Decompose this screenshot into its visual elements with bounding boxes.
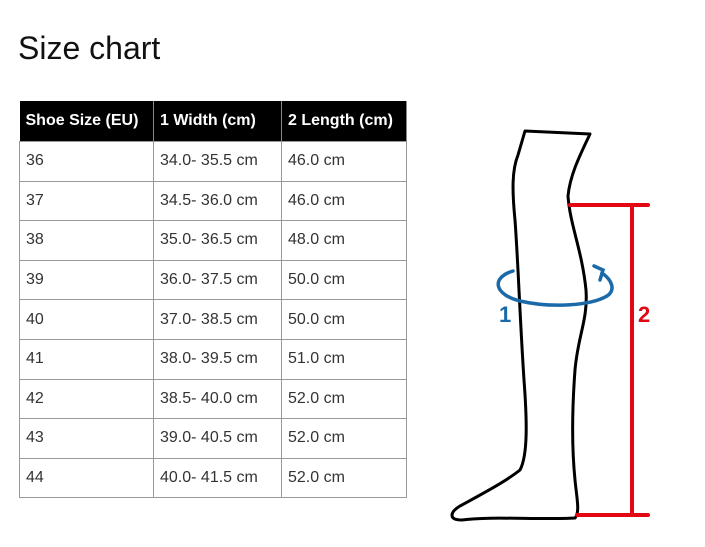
table-row: 39 36.0- 37.5 cm 50.0 cm — [19, 259, 407, 301]
size-table: Shoe Size (EU) 1 Width (cm) 2 Length (cm… — [19, 101, 407, 499]
cell-shoe-size: 44 — [19, 457, 154, 499]
cell-length: 46.0 cm — [281, 141, 407, 182]
cell-length: 48.0 cm — [281, 220, 407, 261]
cell-width: 38.5- 40.0 cm — [153, 378, 282, 420]
cell-shoe-size: 39 — [19, 259, 154, 301]
cell-width: 34.5- 36.0 cm — [153, 180, 282, 222]
table-row: 40 37.0- 38.5 cm 50.0 cm — [19, 299, 407, 340]
cell-shoe-size: 40 — [19, 299, 154, 340]
table-row: 43 39.0- 40.5 cm 52.0 cm — [19, 418, 407, 459]
length-indicator — [568, 203, 650, 517]
cell-width: 34.0- 35.5 cm — [153, 141, 282, 182]
table-row: 41 38.0- 39.5 cm 51.0 cm — [19, 338, 407, 380]
table-row: 37 34.5- 36.0 cm 46.0 cm — [19, 180, 407, 222]
cell-shoe-size: 38 — [19, 220, 154, 261]
cell-shoe-size: 36 — [19, 141, 154, 182]
cell-length: 51.0 cm — [281, 338, 407, 380]
length-label: 2 — [638, 302, 650, 327]
leg-outline — [450, 129, 592, 522]
cell-width: 35.0- 36.5 cm — [153, 220, 282, 261]
table-row: 36 34.0- 35.5 cm 46.0 cm — [19, 141, 407, 182]
table-row: 38 35.0- 36.5 cm 48.0 cm — [19, 220, 407, 261]
cell-shoe-size: 42 — [19, 378, 154, 420]
cell-length: 50.0 cm — [281, 259, 407, 301]
cell-length: 46.0 cm — [281, 180, 407, 222]
header-width: 1 Width (cm) — [153, 101, 282, 142]
arrow-head-icon — [592, 264, 606, 282]
cell-length: 52.0 cm — [281, 418, 407, 459]
cell-width: 37.0- 38.5 cm — [153, 299, 282, 340]
header-length: 2 Length (cm) — [281, 101, 407, 142]
cell-width: 39.0- 40.5 cm — [153, 418, 282, 459]
width-indicator — [496, 264, 614, 307]
table-header-row: Shoe Size (EU) 1 Width (cm) 2 Length (cm… — [19, 101, 407, 142]
width-label: 1 — [499, 302, 511, 327]
page-title: Size chart — [18, 30, 161, 66]
cell-length: 52.0 cm — [281, 457, 407, 499]
header-shoe-size: Shoe Size (EU) — [19, 101, 154, 142]
cell-shoe-size: 41 — [19, 338, 154, 380]
table-row: 44 40.0- 41.5 cm 52.0 cm — [19, 457, 407, 499]
